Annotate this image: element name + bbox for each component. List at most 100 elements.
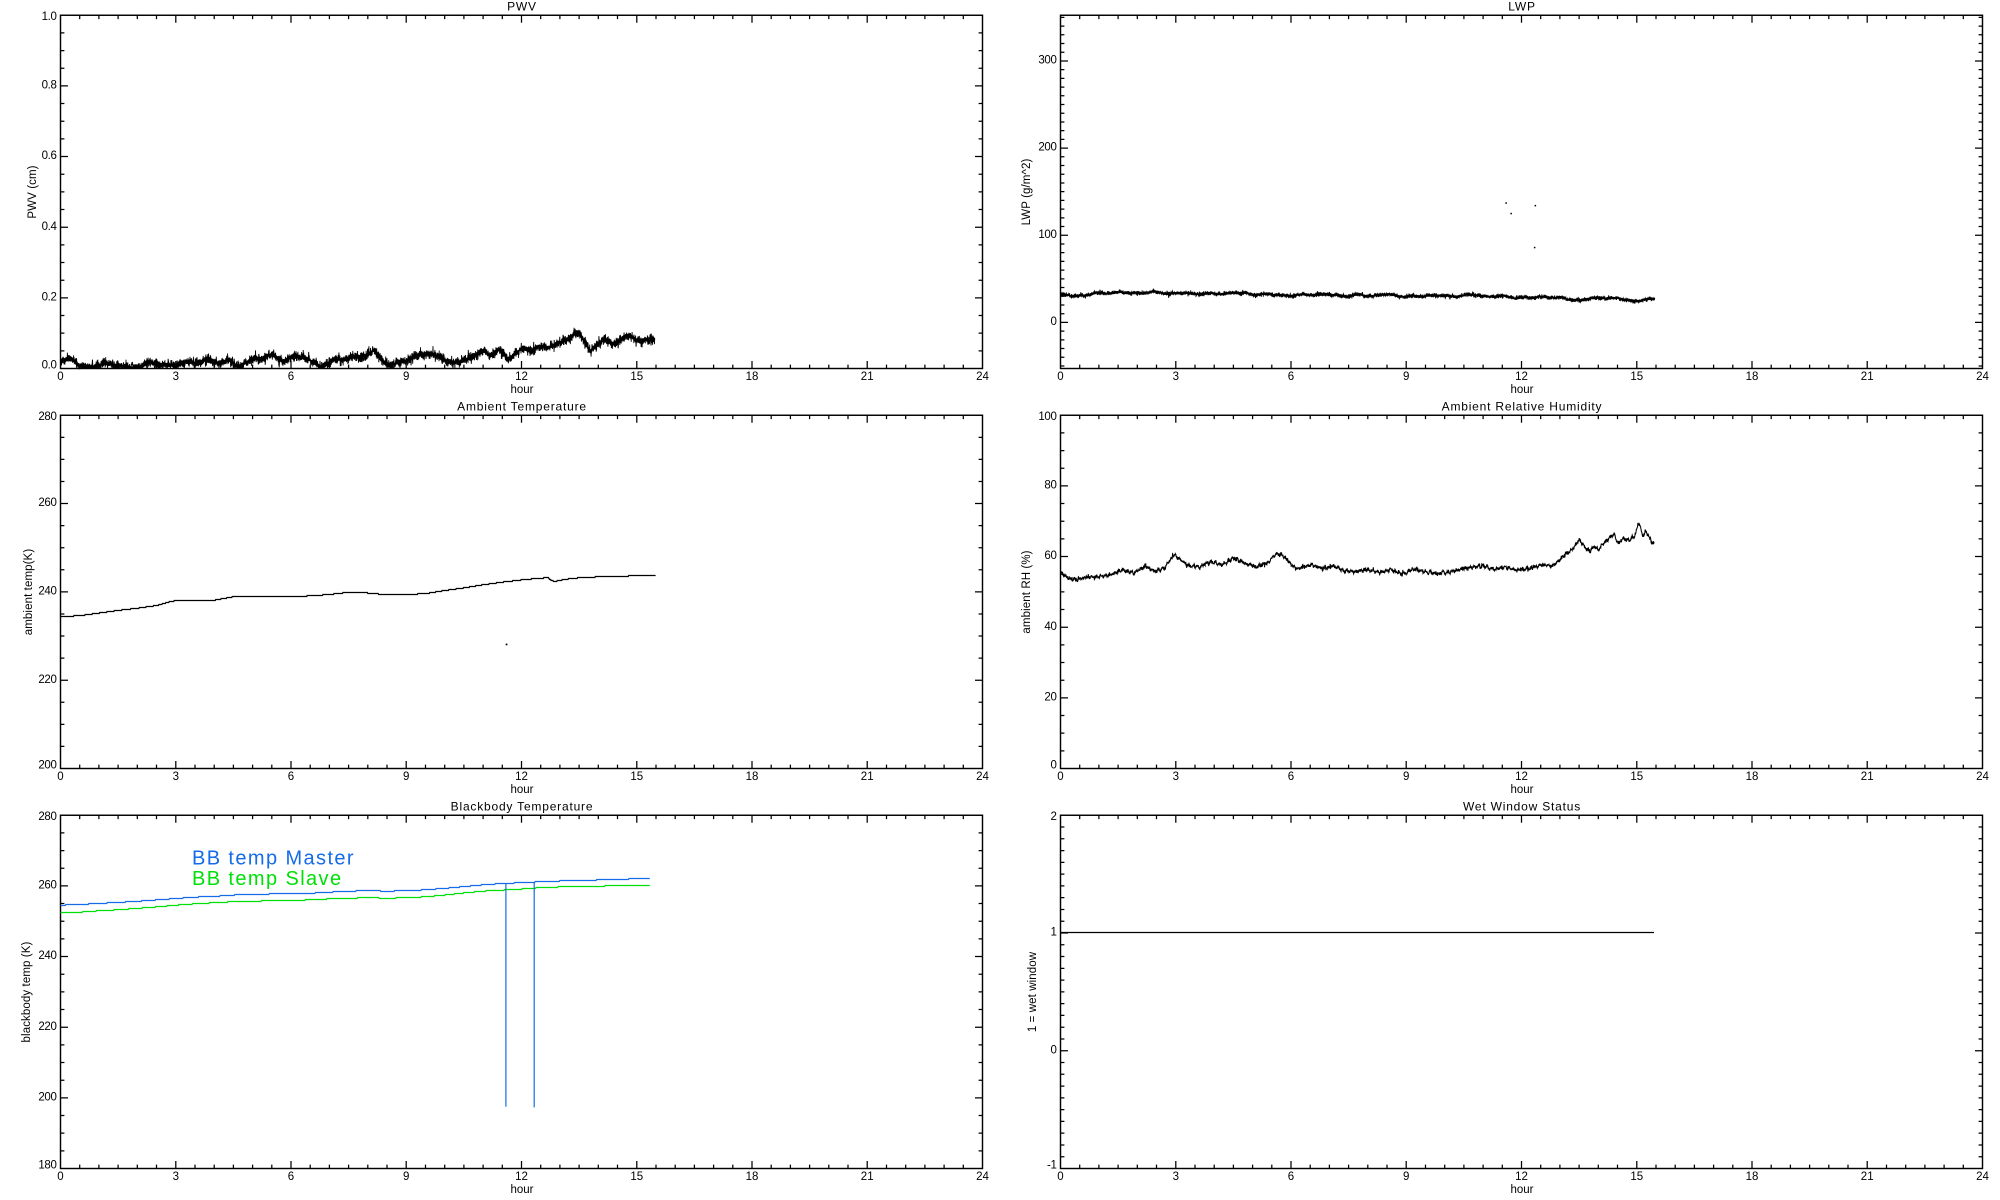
svg-text:Wet Window Status: Wet Window Status bbox=[1463, 800, 1581, 814]
svg-text:hour: hour bbox=[1510, 784, 1533, 796]
svg-text:240: 240 bbox=[38, 950, 56, 962]
svg-text:12: 12 bbox=[515, 371, 528, 383]
svg-text:200: 200 bbox=[38, 759, 56, 771]
svg-text:Blackbody Temperature: Blackbody Temperature bbox=[451, 800, 594, 814]
svg-text:21: 21 bbox=[1861, 771, 1874, 783]
svg-text:15: 15 bbox=[630, 371, 643, 383]
svg-text:12: 12 bbox=[515, 1171, 528, 1183]
svg-text:0: 0 bbox=[57, 371, 63, 383]
svg-text:21: 21 bbox=[1861, 1171, 1874, 1183]
svg-text:0.4: 0.4 bbox=[42, 221, 58, 233]
svg-text:hour: hour bbox=[510, 1184, 533, 1196]
svg-text:hour: hour bbox=[510, 784, 533, 796]
svg-text:-1: -1 bbox=[1047, 1159, 1057, 1171]
svg-text:12: 12 bbox=[1515, 1171, 1528, 1183]
svg-text:18: 18 bbox=[746, 771, 759, 783]
svg-text:0.2: 0.2 bbox=[42, 292, 57, 304]
svg-text:15: 15 bbox=[630, 771, 643, 783]
svg-text:0: 0 bbox=[1057, 371, 1063, 383]
svg-text:ambient temp(K): ambient temp(K) bbox=[23, 549, 35, 636]
svg-text:20: 20 bbox=[1044, 692, 1056, 704]
svg-text:3: 3 bbox=[173, 771, 179, 783]
svg-text:21: 21 bbox=[861, 771, 874, 783]
svg-text:24: 24 bbox=[1976, 1171, 1989, 1183]
svg-text:18: 18 bbox=[1746, 771, 1759, 783]
svg-text:PWV (cm): PWV (cm) bbox=[27, 165, 39, 218]
svg-text:12: 12 bbox=[515, 771, 528, 783]
svg-text:80: 80 bbox=[1044, 480, 1056, 492]
svg-text:3: 3 bbox=[1173, 371, 1179, 383]
svg-text:9: 9 bbox=[403, 771, 409, 783]
svg-text:9: 9 bbox=[403, 371, 409, 383]
svg-text:0: 0 bbox=[57, 771, 63, 783]
svg-text:PWV: PWV bbox=[507, 0, 537, 14]
svg-text:24: 24 bbox=[1976, 371, 1989, 383]
svg-text:280: 280 bbox=[38, 811, 56, 823]
svg-text:12: 12 bbox=[1515, 771, 1528, 783]
svg-text:18: 18 bbox=[1746, 371, 1759, 383]
svg-text:180: 180 bbox=[38, 1159, 56, 1171]
svg-text:0.6: 0.6 bbox=[42, 150, 57, 162]
svg-text:24: 24 bbox=[976, 1171, 989, 1183]
svg-text:24: 24 bbox=[976, 771, 989, 783]
svg-text:2: 2 bbox=[1050, 811, 1056, 823]
svg-text:18: 18 bbox=[1746, 1171, 1759, 1183]
svg-text:3: 3 bbox=[1173, 1171, 1179, 1183]
svg-text:1.0: 1.0 bbox=[42, 11, 57, 23]
svg-text:6: 6 bbox=[1288, 1171, 1294, 1183]
svg-text:18: 18 bbox=[746, 1171, 759, 1183]
svg-text:9: 9 bbox=[1403, 771, 1409, 783]
svg-text:18: 18 bbox=[746, 371, 759, 383]
svg-text:blackbody temp (K): blackbody temp (K) bbox=[21, 941, 33, 1042]
svg-text:0: 0 bbox=[1057, 771, 1063, 783]
svg-text:0: 0 bbox=[57, 1171, 63, 1183]
svg-text:24: 24 bbox=[976, 371, 989, 383]
svg-text:260: 260 bbox=[38, 497, 56, 509]
svg-text:0: 0 bbox=[1050, 759, 1056, 771]
svg-text:LWP (g/m^2): LWP (g/m^2) bbox=[1021, 159, 1033, 226]
svg-text:0: 0 bbox=[1050, 1044, 1056, 1056]
svg-text:21: 21 bbox=[861, 1171, 874, 1183]
svg-text:BB temp Master: BB temp Master bbox=[192, 848, 355, 870]
svg-text:Ambient Relative Humidity: Ambient Relative Humidity bbox=[1442, 400, 1603, 414]
svg-text:15: 15 bbox=[1630, 371, 1643, 383]
svg-text:Ambient Temperature: Ambient Temperature bbox=[457, 400, 587, 414]
svg-text:3: 3 bbox=[173, 1171, 179, 1183]
svg-text:60: 60 bbox=[1044, 550, 1056, 562]
svg-text:6: 6 bbox=[288, 771, 294, 783]
svg-text:6: 6 bbox=[1288, 371, 1294, 383]
svg-text:LWP: LWP bbox=[1508, 0, 1536, 14]
svg-text:15: 15 bbox=[1630, 1171, 1643, 1183]
svg-text:9: 9 bbox=[1403, 371, 1409, 383]
svg-text:100: 100 bbox=[1038, 229, 1056, 241]
svg-text:24: 24 bbox=[1976, 771, 1989, 783]
svg-text:200: 200 bbox=[1038, 142, 1056, 154]
svg-text:0.8: 0.8 bbox=[42, 80, 57, 92]
svg-text:21: 21 bbox=[861, 371, 874, 383]
svg-text:1: 1 bbox=[1050, 927, 1056, 939]
svg-text:300: 300 bbox=[1038, 55, 1056, 67]
svg-text:6: 6 bbox=[288, 1171, 294, 1183]
svg-text:21: 21 bbox=[1861, 371, 1874, 383]
svg-text:0.0: 0.0 bbox=[42, 359, 57, 371]
svg-text:6: 6 bbox=[1288, 771, 1294, 783]
svg-text:12: 12 bbox=[1515, 371, 1528, 383]
svg-text:280: 280 bbox=[38, 411, 56, 423]
svg-text:15: 15 bbox=[630, 1171, 643, 1183]
svg-text:0: 0 bbox=[1057, 1171, 1063, 1183]
svg-text:100: 100 bbox=[1038, 411, 1056, 423]
svg-text:0: 0 bbox=[1050, 316, 1056, 328]
svg-text:ambient RH (%): ambient RH (%) bbox=[1021, 550, 1033, 633]
svg-text:240: 240 bbox=[38, 586, 56, 598]
svg-text:6: 6 bbox=[288, 371, 294, 383]
svg-text:3: 3 bbox=[173, 371, 179, 383]
svg-text:220: 220 bbox=[38, 1021, 56, 1033]
svg-text:9: 9 bbox=[403, 1171, 409, 1183]
svg-text:hour: hour bbox=[1510, 384, 1533, 396]
svg-text:3: 3 bbox=[1173, 771, 1179, 783]
svg-text:200: 200 bbox=[38, 1092, 56, 1104]
svg-text:hour: hour bbox=[510, 384, 533, 396]
svg-text:1 = wet window: 1 = wet window bbox=[1027, 951, 1039, 1032]
svg-text:40: 40 bbox=[1044, 621, 1056, 633]
svg-text:9: 9 bbox=[1403, 1171, 1409, 1183]
